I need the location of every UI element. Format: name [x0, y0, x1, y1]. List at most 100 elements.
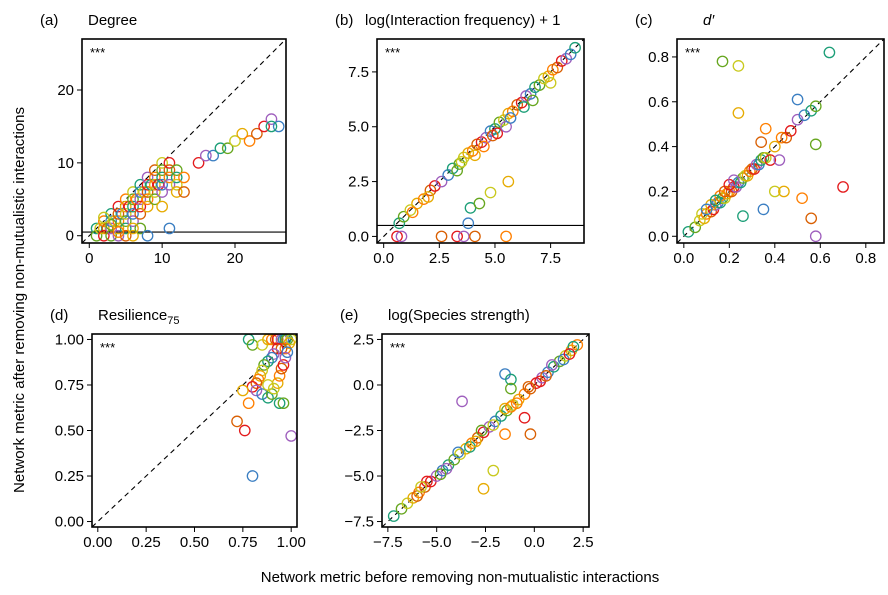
- data-point: [258, 359, 270, 371]
- panel-title: log(Species strength): [388, 307, 530, 324]
- y-tick-label: 2.5: [353, 331, 374, 348]
- panels: 0 10 20 0 10 20 *** (a) Degree 0.0 2.5 5.0 7.5 0.0 2.5…: [40, 12, 885, 551]
- data-point: [277, 359, 290, 371]
- y-tick-label: 1.00: [55, 331, 84, 348]
- data-point: [149, 164, 161, 176]
- data-point: [452, 446, 465, 459]
- significance-label: ***: [390, 340, 405, 355]
- data-point: [526, 94, 539, 107]
- data-point: [469, 230, 481, 243]
- y-tick-label: 5.0: [348, 119, 369, 136]
- data-point: [149, 178, 161, 191]
- data-point: [732, 60, 745, 72]
- data-point: [127, 208, 139, 220]
- data-point: [156, 157, 168, 169]
- data-point: [534, 375, 547, 388]
- data-point: [246, 470, 259, 482]
- y-tick-label: 2.5: [348, 174, 369, 191]
- data-point: [737, 210, 749, 222]
- data-point: [505, 373, 517, 386]
- data-point: [764, 154, 777, 166]
- data-point: [518, 101, 530, 113]
- x-tick-label: −7.5: [373, 534, 403, 551]
- data-point: [435, 230, 448, 243]
- data-point: [477, 140, 490, 153]
- data-point: [768, 140, 781, 153]
- reference-line: [92, 334, 297, 527]
- x-tick-label: 20: [227, 250, 244, 267]
- panel-title: log(Interaction frequency) + 1: [365, 12, 561, 29]
- data-point: [469, 149, 481, 162]
- data-point: [499, 402, 511, 415]
- x-tick-label: 1.00: [277, 534, 306, 551]
- data-point: [732, 107, 745, 119]
- data-point: [163, 164, 176, 176]
- data-point: [243, 135, 256, 147]
- data-point: [809, 100, 822, 113]
- data-point: [156, 200, 168, 213]
- data-point: [258, 120, 270, 133]
- data-point: [422, 191, 435, 203]
- panel-title: d′: [703, 12, 715, 29]
- data-point: [236, 384, 249, 397]
- data-point: [98, 229, 110, 242]
- significance-label: ***: [100, 340, 115, 355]
- data-point: [90, 229, 103, 242]
- data-point: [119, 208, 132, 220]
- data-point: [170, 171, 183, 184]
- data-point: [784, 125, 797, 137]
- data-point: [791, 93, 804, 106]
- data-point: [178, 171, 190, 184]
- data-point: [491, 127, 504, 140]
- data-point: [207, 149, 219, 162]
- y-tick-label: 0.75: [55, 377, 84, 394]
- data-point: [141, 193, 154, 206]
- significance-label: ***: [90, 45, 105, 60]
- data-point: [256, 339, 269, 351]
- data-point: [700, 203, 713, 216]
- x-tick-label: 2.5: [573, 534, 594, 551]
- data-point: [134, 193, 147, 206]
- data-point: [141, 200, 154, 213]
- data-point: [221, 142, 234, 155]
- y-tick-label: 0.0: [648, 228, 669, 245]
- panel-2: 0.0 2.5 5.0 7.5 0.0 2.5 5.0 7.5 *** (b) log(Intera…: [335, 12, 585, 267]
- y-tick-label: −2.5: [344, 423, 374, 440]
- data-layer: [92, 334, 297, 527]
- data-point: [424, 184, 437, 197]
- plot-frame: [91, 333, 298, 528]
- data-point: [456, 395, 468, 408]
- data-point: [112, 208, 125, 220]
- y-tick-label: 0.4: [648, 139, 669, 156]
- data-point: [119, 215, 132, 227]
- data-point: [475, 424, 488, 437]
- reference-line: [677, 39, 884, 243]
- data-point: [775, 131, 788, 144]
- data-point: [544, 77, 557, 89]
- y-tick-label: 10: [57, 155, 74, 172]
- data-point: [510, 397, 523, 410]
- data-point: [285, 430, 297, 442]
- data-point: [809, 138, 822, 151]
- data-point: [502, 175, 515, 188]
- data-point: [387, 510, 400, 522]
- data-point: [477, 482, 490, 495]
- data-point: [709, 194, 722, 207]
- data-point: [778, 185, 790, 198]
- panel-4: 0.00 0.25 0.50 0.75 1.00 0.00 0.25 0.50 0.75 1.00…: [50, 307, 306, 551]
- significance-label: ***: [685, 45, 700, 60]
- data-point: [796, 192, 808, 205]
- data-point: [505, 400, 517, 413]
- data-point: [505, 382, 517, 395]
- data-point: [499, 368, 511, 380]
- data-point: [266, 351, 278, 364]
- data-point: [170, 178, 183, 191]
- data-point: [768, 185, 781, 198]
- data-point: [487, 419, 500, 431]
- data-point: [256, 388, 269, 400]
- title-subscript: 75: [167, 315, 179, 327]
- data-point: [757, 203, 770, 216]
- panel-title: Resilience75: [98, 307, 179, 327]
- x-tick-label: 0.2: [719, 250, 740, 267]
